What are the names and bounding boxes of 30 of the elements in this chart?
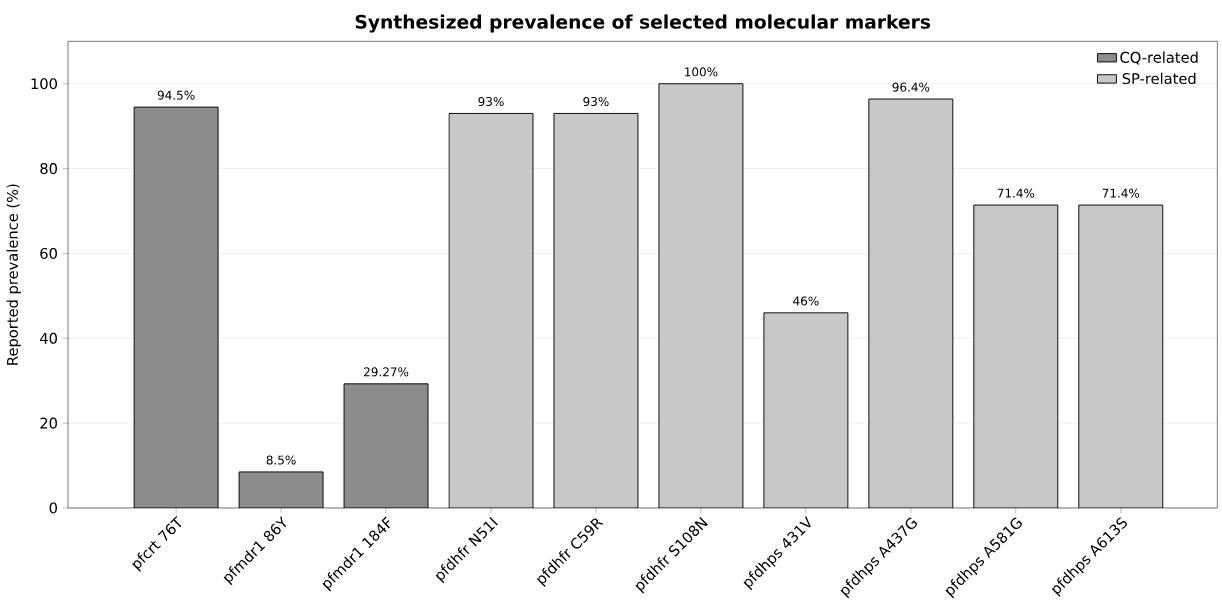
- legend-label: SP-related: [1122, 72, 1196, 85]
- data-label: 96.4%: [892, 82, 930, 92]
- data-label: 93%: [583, 96, 609, 107]
- bar: [763, 312, 848, 508]
- y-tick-label: 0: [49, 502, 57, 514]
- data-label: 46%: [793, 296, 819, 306]
- bar: [343, 383, 429, 508]
- data-label: 71.4%: [997, 188, 1035, 198]
- bar: [553, 113, 638, 508]
- bar: [133, 106, 219, 508]
- data-label: 93%: [478, 96, 504, 107]
- legend-label: CQ-related: [1120, 51, 1198, 65]
- data-label: 29.27%: [364, 367, 409, 377]
- data-label: 71.4%: [1102, 188, 1140, 198]
- bar: [973, 205, 1058, 508]
- bar: [868, 99, 953, 508]
- bar: [238, 471, 324, 508]
- y-tick-label: 20: [40, 417, 57, 429]
- bar: [1078, 204, 1164, 508]
- data-label: 8.5%: [266, 455, 296, 465]
- y-tick-label: 100: [31, 78, 57, 90]
- y-tick-label: 80: [40, 163, 57, 175]
- data-label: 100%: [685, 67, 718, 77]
- bar: [658, 83, 743, 508]
- y-tick-label: 60: [40, 247, 57, 259]
- y-tick-label: 40: [40, 332, 57, 344]
- bar: [449, 113, 533, 508]
- chart-title: Synthesized prevalence of selected molecular markers: [355, 14, 931, 33]
- y-axis-title: Reported prevalence (%): [6, 184, 21, 365]
- data-label: 94.5%: [157, 90, 195, 100]
